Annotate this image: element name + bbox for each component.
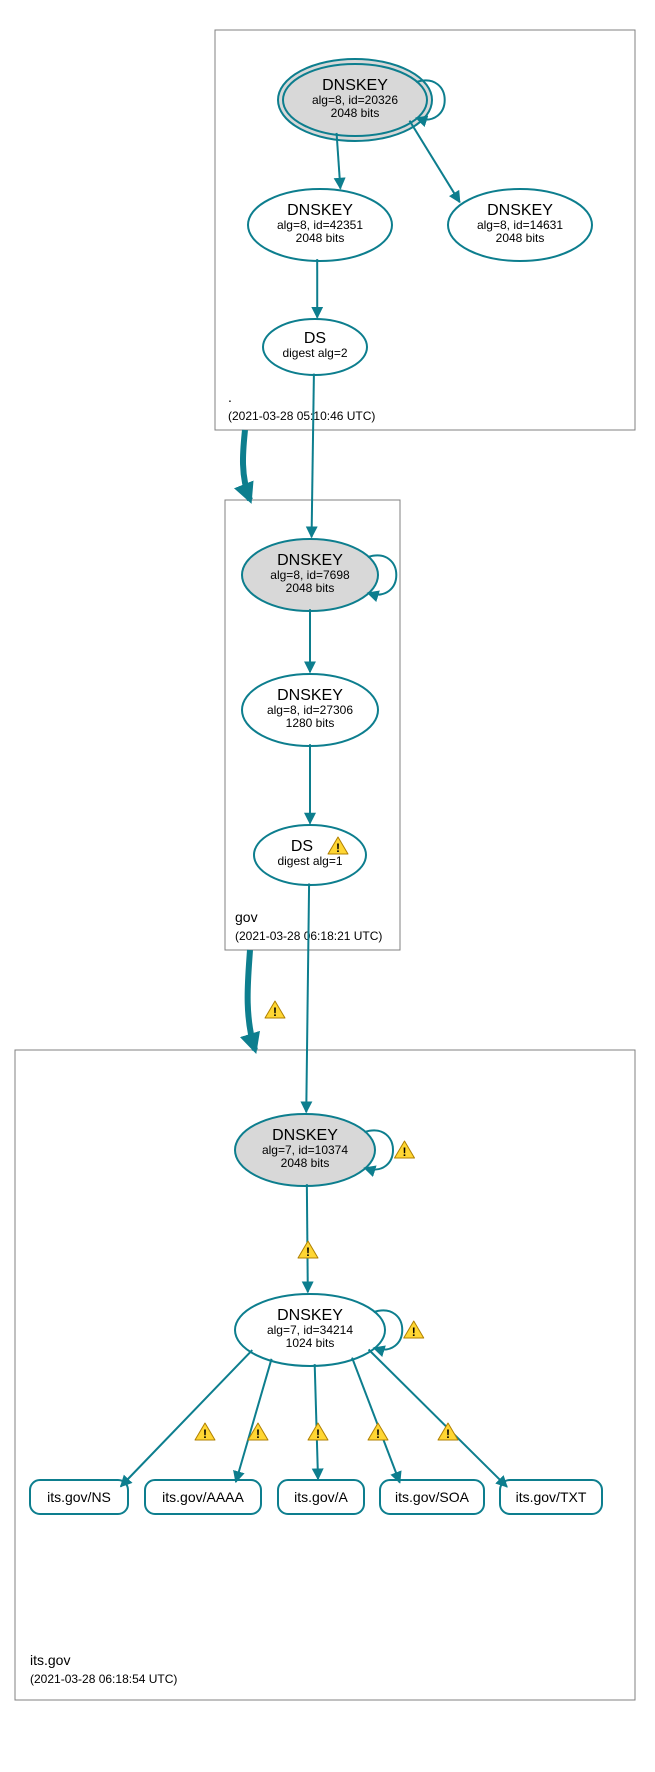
edge: ! <box>352 1358 400 1483</box>
record-rec-a: its.gov/A <box>278 1480 364 1514</box>
node-its-zsk: DNSKEYalg=7, id=342141024 bits! <box>235 1294 424 1366</box>
svg-text:its.gov/SOA: its.gov/SOA <box>395 1489 470 1505</box>
edge <box>312 374 314 538</box>
edge <box>306 883 309 1112</box>
node-root-zsk2: DNSKEYalg=8, id=146312048 bits <box>448 189 592 261</box>
edge: ! <box>369 1349 507 1486</box>
node-gov-zsk: DNSKEYalg=8, id=273061280 bits <box>242 674 378 746</box>
record-rec-aaaa: its.gov/AAAA <box>145 1480 261 1514</box>
svg-text:!: ! <box>203 1427 207 1441</box>
node-gov-ksk: DNSKEYalg=8, id=76982048 bits <box>242 539 396 611</box>
node-root-ksk: DNSKEYalg=8, id=203262048 bits <box>278 59 445 141</box>
edge: ! <box>308 1364 328 1479</box>
svg-text:2048 bits: 2048 bits <box>296 231 345 245</box>
svg-text:2048 bits: 2048 bits <box>331 106 380 120</box>
svg-text:2048 bits: 2048 bits <box>496 231 545 245</box>
edge: ! <box>236 1359 272 1482</box>
svg-text:!: ! <box>403 1145 407 1159</box>
svg-text:DNSKEY: DNSKEY <box>277 687 343 704</box>
svg-text:alg=7, id=10374: alg=7, id=10374 <box>262 1143 348 1157</box>
record-rec-txt: its.gov/TXT <box>500 1480 602 1514</box>
svg-text:its.gov/AAAA: its.gov/AAAA <box>162 1489 244 1505</box>
svg-text:DNSKEY: DNSKEY <box>487 202 553 219</box>
warning-icon: ! <box>368 1423 388 1441</box>
svg-text:DNSKEY: DNSKEY <box>277 552 343 569</box>
svg-text:DNSKEY: DNSKEY <box>322 77 388 94</box>
dnssec-diagram: . (2021-03-28 05:10:46 UTC) gov (2021-03-28… <box>0 0 655 1772</box>
svg-text:!: ! <box>376 1427 380 1441</box>
svg-text:its.gov/TXT: its.gov/TXT <box>516 1489 587 1505</box>
svg-text:2048 bits: 2048 bits <box>281 1156 330 1170</box>
svg-text:!: ! <box>256 1427 260 1441</box>
svg-text:digest alg=1: digest alg=1 <box>277 854 342 868</box>
record-rec-ns: its.gov/NS <box>30 1480 128 1514</box>
svg-text:its.gov/NS: its.gov/NS <box>47 1489 111 1505</box>
svg-text:1280 bits: 1280 bits <box>286 716 335 730</box>
warning-icon: ! <box>265 1001 285 1019</box>
svg-text:alg=8, id=20326: alg=8, id=20326 <box>312 93 398 107</box>
svg-text:digest alg=2: digest alg=2 <box>282 346 347 360</box>
warning-icon: ! <box>298 1241 318 1259</box>
svg-text:!: ! <box>273 1005 277 1019</box>
node-root-ds: DSdigest alg=2 <box>263 319 367 375</box>
svg-text:!: ! <box>336 841 340 855</box>
svg-text:gov: gov <box>235 909 258 925</box>
svg-text:DNSKEY: DNSKEY <box>287 202 353 219</box>
warning-icon: ! <box>404 1321 424 1339</box>
node-gov-ds: DS!digest alg=1 <box>254 825 366 885</box>
svg-text:DS: DS <box>291 838 313 855</box>
svg-text:DNSKEY: DNSKEY <box>277 1307 343 1324</box>
svg-text:!: ! <box>316 1427 320 1441</box>
record-rec-soa: its.gov/SOA <box>380 1480 484 1514</box>
edge <box>410 121 460 203</box>
edge: ! <box>298 1184 318 1292</box>
warning-icon: ! <box>308 1423 328 1441</box>
node-root-zsk1: DNSKEYalg=8, id=423512048 bits <box>248 189 392 261</box>
svg-text:alg=8, id=7698: alg=8, id=7698 <box>270 568 350 582</box>
svg-text:alg=8, id=42351: alg=8, id=42351 <box>277 218 363 232</box>
svg-text:DNSKEY: DNSKEY <box>272 1127 338 1144</box>
svg-text:alg=7, id=34214: alg=7, id=34214 <box>267 1323 353 1337</box>
svg-text:alg=8, id=27306: alg=8, id=27306 <box>267 703 353 717</box>
svg-text:DS: DS <box>304 330 326 347</box>
svg-text:(2021-03-28 06:18:54 UTC): (2021-03-28 06:18:54 UTC) <box>30 1672 177 1686</box>
svg-text:2048 bits: 2048 bits <box>286 581 335 595</box>
edge: ! <box>121 1350 253 1487</box>
svg-text:!: ! <box>412 1325 416 1339</box>
edge <box>337 133 341 189</box>
zone-edge <box>243 430 250 500</box>
warning-icon: ! <box>395 1141 415 1159</box>
node-its-ksk: DNSKEYalg=7, id=103742048 bits! <box>235 1114 415 1186</box>
svg-text:!: ! <box>446 1427 450 1441</box>
svg-text:alg=8, id=14631: alg=8, id=14631 <box>477 218 563 232</box>
svg-text:.: . <box>228 389 232 405</box>
warning-icon: ! <box>195 1423 215 1441</box>
svg-text:(2021-03-28 05:10:46 UTC): (2021-03-28 05:10:46 UTC) <box>228 409 375 423</box>
zone-edge: ! <box>248 950 285 1050</box>
svg-text:its.gov/A: its.gov/A <box>294 1489 348 1505</box>
svg-text:1024 bits: 1024 bits <box>286 1336 335 1350</box>
svg-text:its.gov: its.gov <box>30 1652 70 1668</box>
svg-text:!: ! <box>306 1245 310 1259</box>
warning-icon: ! <box>438 1423 458 1441</box>
